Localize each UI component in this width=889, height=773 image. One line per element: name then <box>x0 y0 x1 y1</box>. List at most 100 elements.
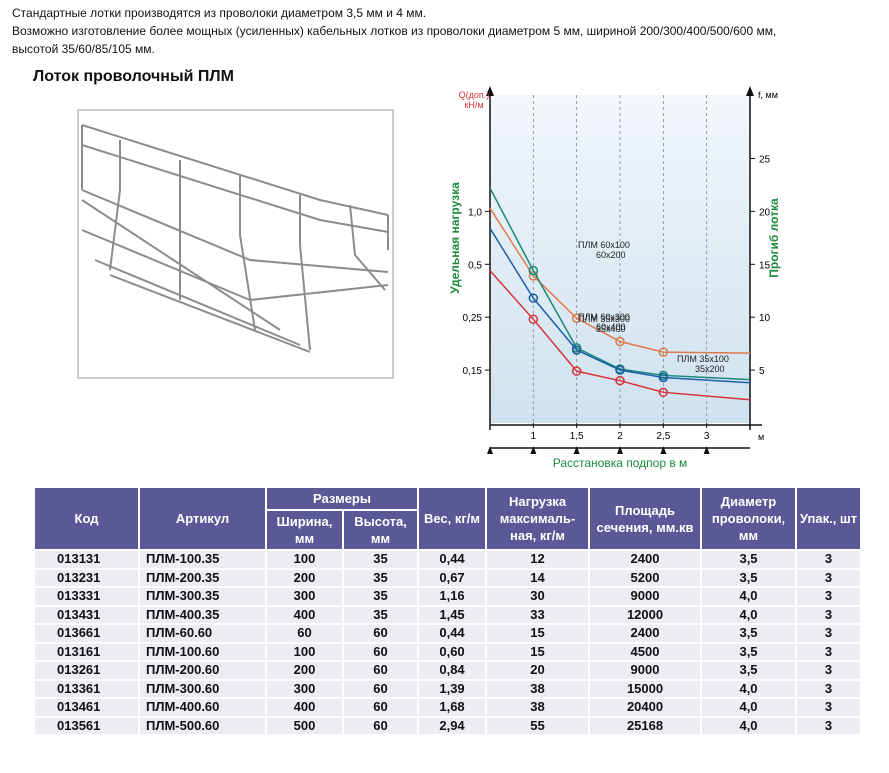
table-cell: ПЛМ-300.35 <box>138 586 267 607</box>
support-arrow <box>530 446 537 454</box>
chart: Q(доп.) кН/м f, мм Удельная нагрузка Про… <box>448 86 781 470</box>
table-row: 013331 ПЛМ-300.35 300 35 1,16 30 9000 4,0 3 <box>33 586 863 607</box>
table-cell: 35 <box>341 586 420 607</box>
table-cell: ПЛМ-400.35 <box>138 604 267 625</box>
table-cell: 3 <box>795 660 863 681</box>
table-cell: ПЛМ-300.60 <box>138 678 267 699</box>
header-cell: Вес, кг/м <box>417 486 488 551</box>
header-cell: Площадь сечения, мм.кв <box>588 486 703 551</box>
table-row: 013161 ПЛМ-100.60 100 60 0,60 15 4500 3,5 3 <box>33 641 863 662</box>
x-unit: м <box>758 432 764 442</box>
table-cell: ПЛМ-500.60 <box>138 715 267 736</box>
y-tick-label: 0,25 <box>463 313 483 324</box>
point <box>571 313 582 324</box>
table-cell: 200 <box>265 567 344 588</box>
subheader-cell: Высота, мм <box>341 509 420 551</box>
support-arrow <box>487 446 493 454</box>
point <box>615 375 625 386</box>
support-arrow <box>660 446 667 454</box>
point <box>658 387 669 398</box>
point <box>571 366 582 376</box>
table-cell: ПЛМ-400.60 <box>138 697 267 718</box>
table-cell: 013331 <box>33 586 140 607</box>
table-cell: ПЛМ-200.60 <box>138 660 267 681</box>
annotation: 60х200 <box>596 250 626 260</box>
table-cell: 100 <box>265 641 344 662</box>
y2-tick-label: 25 <box>759 154 771 165</box>
intro-line: высотой 35/60/85/105 мм. <box>12 42 155 56</box>
table-cell: 35 <box>341 549 420 570</box>
table-cell: 200 <box>265 660 344 681</box>
table-row: 013431 ПЛМ-400.35 400 35 1,45 33 12000 4,0 3 <box>33 604 863 625</box>
table-cell: 400 <box>265 697 344 718</box>
table-cell: 013561 <box>33 715 140 736</box>
table-cell: 4,0 <box>700 715 798 736</box>
header-cell: Код <box>33 486 140 551</box>
table-cell: 60 <box>341 697 420 718</box>
header-cell: Упак., шт <box>795 486 863 551</box>
y2-label: Прогиб лотка <box>767 198 781 278</box>
table-cell: 500 <box>265 715 344 736</box>
table-row: 013461 ПЛМ-400.60 400 60 1,68 38 20400 4,0 3 <box>33 697 863 718</box>
intro-line: Возможно изготовление более мощных (усил… <box>12 24 777 38</box>
table-body: 013131 ПЛМ-100.35 100 35 0,44 12 2400 3,5 3 01323… <box>33 549 863 736</box>
y2-label-top: f, мм <box>758 90 778 100</box>
table-cell: 25168 <box>588 715 703 736</box>
annotation: 35х200 <box>695 364 725 374</box>
title: Лоток проволочный ПЛМ <box>33 68 234 85</box>
table-cell: 0,44 <box>417 549 488 570</box>
table-cell: 4,0 <box>700 678 798 699</box>
y-label-unit: кН/м <box>464 100 483 110</box>
table-cell: ПЛМ-100.60 <box>138 641 267 662</box>
header-cell: Артикул <box>138 486 267 551</box>
y2-tick-label: 5 <box>759 366 765 377</box>
table-cell: 60 <box>265 623 344 644</box>
support-arrow <box>617 446 623 454</box>
table-cell: 0,84 <box>417 660 488 681</box>
arrow <box>746 86 754 96</box>
table-cell: 3 <box>795 697 863 718</box>
table-cell: 2,94 <box>417 715 488 736</box>
table-cell: 14 <box>485 567 591 588</box>
table-cell: 300 <box>265 678 344 699</box>
point <box>658 347 669 357</box>
table-cell: 4,0 <box>700 697 798 718</box>
table-row: 013361 ПЛМ-300.60 300 60 1,39 38 15000 4,0 3 <box>33 678 863 699</box>
annotation: ПЛМ 60х300 <box>578 312 630 322</box>
table-cell: 35 <box>341 604 420 625</box>
table-cell: 20400 <box>588 697 703 718</box>
table-cell: 9000 <box>588 660 703 681</box>
table-cell: 35 <box>341 567 420 588</box>
table-cell: 3 <box>795 623 863 644</box>
x-tick-label: 1,5 <box>570 431 584 442</box>
point <box>658 372 669 383</box>
table-cell: 013231 <box>33 567 140 588</box>
spec-table: Код Артикул Размеры Вес, кг/м Нагрузка м… <box>33 486 863 736</box>
table-cell: 60 <box>341 623 420 644</box>
table-cell: 100 <box>265 549 344 570</box>
table-cell: 013161 <box>33 641 140 662</box>
table-cell: 3 <box>795 715 863 736</box>
series-line <box>489 270 751 401</box>
table-cell: 15 <box>485 623 591 644</box>
table-cell: 3 <box>795 604 863 625</box>
table-row: 013561 ПЛМ-500.60 500 60 2,94 55 25168 4,0 3 <box>33 715 863 736</box>
y-label: Удельная нагрузка <box>448 182 462 294</box>
table-cell: 013261 <box>33 660 140 681</box>
table-row: 013261 ПЛМ-200.60 200 60 0,84 20 9000 3,5 3 <box>33 660 863 681</box>
y2-tick-label: 20 <box>759 207 771 218</box>
tray-image <box>77 109 394 379</box>
point <box>528 314 539 325</box>
point <box>615 336 625 347</box>
x-tick-label: 2 <box>617 431 623 442</box>
annotation: 60х400 <box>596 322 626 332</box>
series-line <box>489 187 751 381</box>
table-cell: 013661 <box>33 623 140 644</box>
table-cell: 30 <box>485 586 591 607</box>
table-cell: 2400 <box>588 623 703 644</box>
intro-line: Стандартные лотки производятся из провол… <box>12 6 427 20</box>
table-cell: 3 <box>795 549 863 570</box>
header-cell: Диаметр проволоки, мм <box>700 486 798 551</box>
table-cell: 3,5 <box>700 567 798 588</box>
